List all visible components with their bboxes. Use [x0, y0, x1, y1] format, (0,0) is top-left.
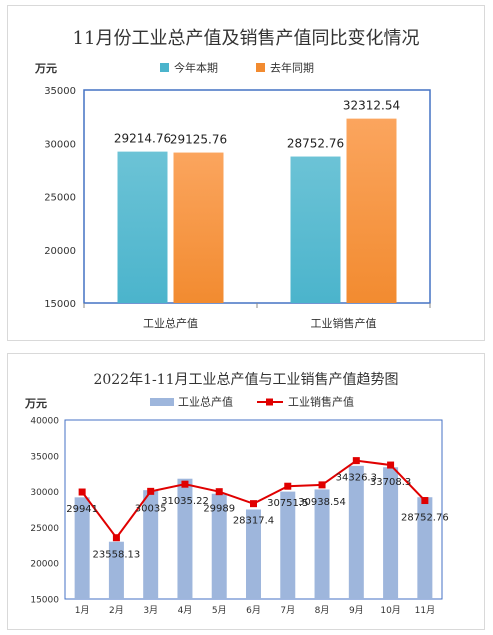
- bar-total-output: [108, 541, 124, 599]
- x-tick-label: 5月: [212, 605, 227, 616]
- bar-total-output: [348, 465, 364, 599]
- bar-total-output: [143, 490, 159, 599]
- line-marker-sales-output: [284, 482, 292, 490]
- bar-total-output: [417, 497, 433, 599]
- data-label: 30035: [135, 503, 167, 514]
- data-label: 29214.76: [114, 132, 171, 146]
- y-tick-label: 30000: [30, 488, 59, 498]
- bar-last-year: [173, 152, 224, 303]
- y-tick-label: 15000: [44, 299, 76, 310]
- data-label: 28752.76: [287, 137, 344, 151]
- data-label: 29941: [66, 504, 98, 515]
- x-tick-label: 1月: [75, 605, 90, 616]
- x-tick-label: 6月: [246, 605, 261, 616]
- x-tick-label: 工业总产值: [143, 316, 198, 330]
- bar-this-year: [290, 156, 341, 303]
- line-marker-sales-output: [387, 461, 395, 469]
- y-tick-label: 40000: [30, 417, 59, 427]
- legend-label-sales-output: 工业销售产值: [288, 395, 354, 409]
- data-label: 34326.3: [336, 473, 377, 484]
- x-tick-label: 7月: [280, 605, 295, 616]
- data-label: 33708.3: [370, 477, 411, 488]
- chart-panel-monthly-trend: 2022年1-11月工业总产值与工业销售产值趋势图 万元 工业总产值 工业销售产…: [7, 353, 485, 630]
- y-tick-label: 20000: [44, 246, 76, 257]
- bar-total-output: [74, 497, 90, 599]
- line-marker-sales-output: [112, 534, 120, 542]
- line-marker-sales-output: [181, 480, 189, 488]
- bar-total-output: [246, 509, 261, 599]
- bar-total-output: [314, 489, 330, 599]
- chart-production-comparison: 11月份工业总产值及销售产值同比变化情况 万元 今年本期 去年同期 15000 2…: [34, 28, 431, 330]
- y-tick-label: 35000: [30, 452, 59, 462]
- data-label: 30751.5: [267, 498, 308, 509]
- x-tick-label: 11月: [415, 605, 435, 616]
- bar-last-year: [346, 118, 397, 303]
- x-tick-label: 9月: [349, 605, 364, 616]
- x-tick-label: 3月: [143, 605, 158, 616]
- bar-total-output: [177, 478, 193, 599]
- bar-total-output: [383, 467, 399, 599]
- chart-panel-production-comparison: 11月份工业总产值及销售产值同比变化情况 万元 今年本期 去年同期 15000 2…: [7, 5, 485, 341]
- data-label: 28317.4: [233, 516, 274, 527]
- legend-swatch-this-year: [160, 63, 169, 72]
- data-label: 29125.76: [170, 133, 227, 147]
- y-tick-label: 20000: [30, 560, 59, 570]
- bar-this-year: [117, 151, 168, 303]
- x-tick-label: 2月: [109, 605, 124, 616]
- y-tick-label: 35000: [44, 86, 76, 97]
- legend-label-this-year: 今年本期: [174, 61, 218, 75]
- data-label: 30938.54: [298, 497, 346, 508]
- data-label: 31035.22: [161, 496, 209, 507]
- line-marker-sales-output: [318, 481, 326, 489]
- data-label: 23558.13: [93, 550, 141, 561]
- y-tick-label: 25000: [30, 524, 59, 534]
- data-label: 29989: [203, 504, 235, 515]
- legend-swatch-total-output: [150, 398, 174, 406]
- legend-label-last-year: 去年同期: [270, 61, 314, 75]
- legend-marker-sales-output: [266, 398, 273, 406]
- data-label: 32312.54: [343, 99, 400, 113]
- y-axis-unit-label: 万元: [34, 62, 57, 75]
- chart-monthly-trend: 2022年1-11月工业总产值与工业销售产值趋势图 万元 工业总产值 工业销售产…: [24, 372, 449, 616]
- line-marker-sales-output: [421, 497, 429, 505]
- line-marker-sales-output: [78, 488, 86, 496]
- y-tick-label: 25000: [44, 193, 76, 204]
- line-marker-sales-output: [215, 488, 223, 496]
- data-label: 28752.76: [401, 513, 449, 524]
- x-tick-label: 8月: [315, 605, 330, 616]
- y-axis-unit-label: 万元: [24, 397, 47, 410]
- line-marker-sales-output: [250, 500, 257, 508]
- bar-total-output: [211, 493, 227, 599]
- y-tick-label: 15000: [30, 596, 59, 606]
- chart-title: 2022年1-11月工业总产值与工业销售产值趋势图: [93, 372, 398, 388]
- legend-swatch-last-year: [256, 63, 265, 72]
- x-tick-label: 4月: [178, 605, 193, 616]
- line-marker-sales-output: [352, 457, 360, 465]
- legend-label-total-output: 工业总产值: [178, 395, 233, 409]
- x-tick-label: 工业销售产值: [311, 316, 377, 330]
- chart-title: 11月份工业总产值及销售产值同比变化情况: [73, 28, 420, 49]
- x-tick-label: 10月: [380, 605, 400, 616]
- bar-total-output: [280, 491, 296, 599]
- y-tick-label: 30000: [44, 139, 76, 150]
- line-marker-sales-output: [147, 487, 155, 495]
